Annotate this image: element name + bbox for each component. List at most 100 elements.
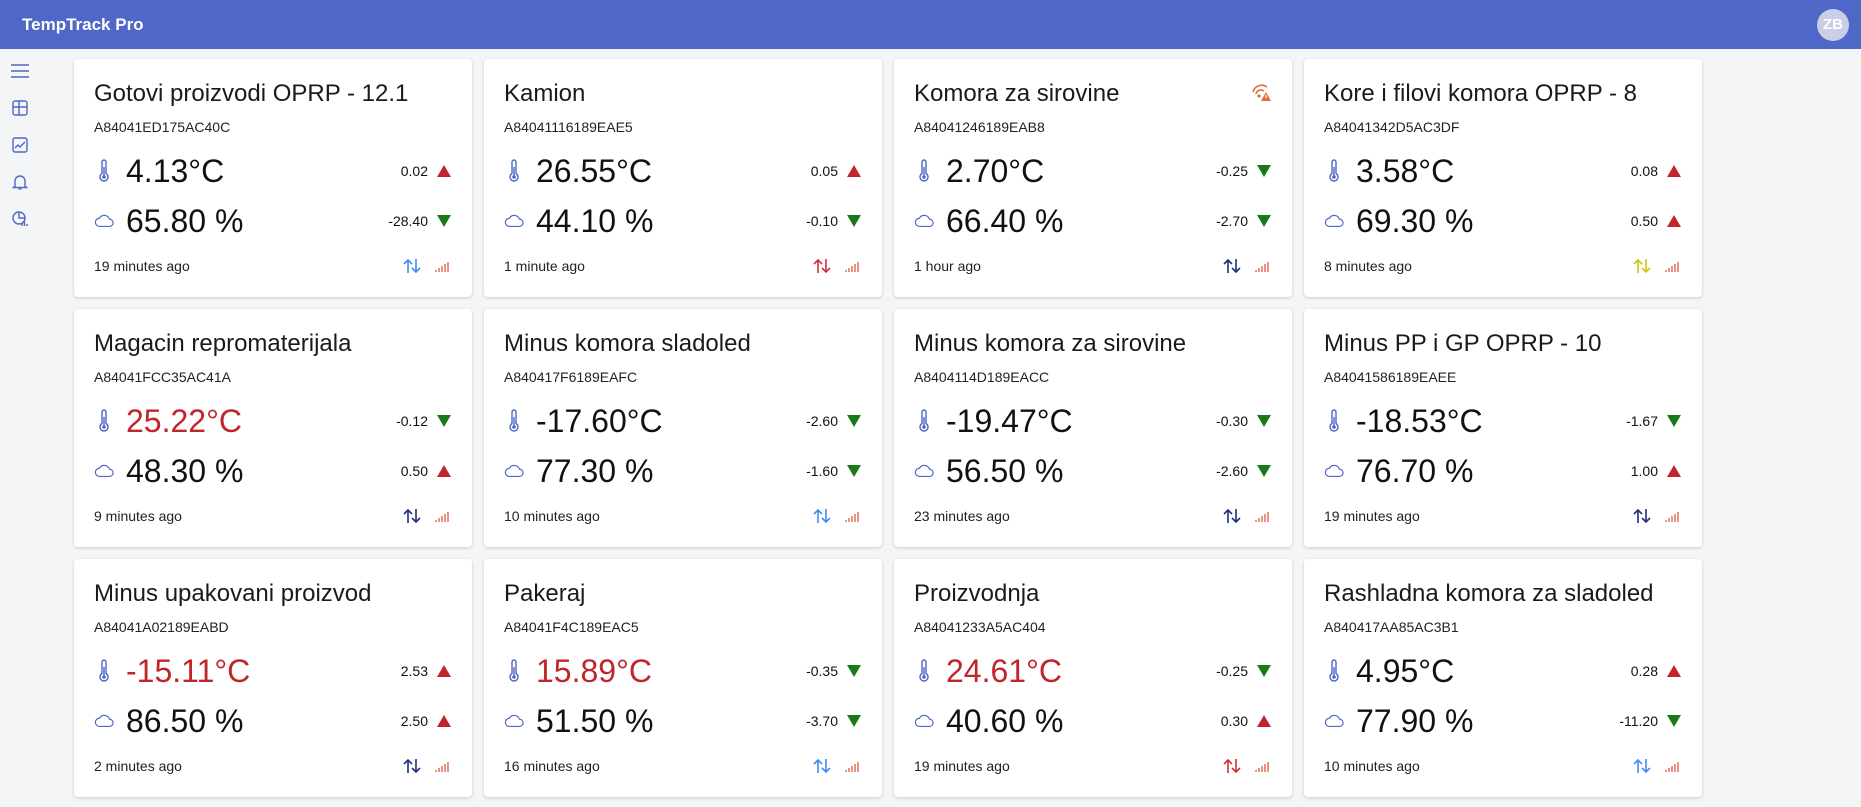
sensor-id: A84041116189EAE5: [504, 119, 633, 135]
humidity-trend-icon: [437, 715, 451, 727]
sensor-card[interactable]: Proizvodnja A84041233A5AC404 24.61°C -0.…: [894, 559, 1292, 797]
humidity-trend-icon: [1667, 715, 1681, 727]
sensor-card[interactable]: Gotovi proizvodi OPRP - 12.1 A84041ED175…: [74, 59, 472, 297]
thermometer-icon: [1324, 409, 1344, 433]
bell-icon[interactable]: [8, 170, 32, 194]
card-footer: 19 minutes ago: [94, 257, 452, 275]
temperature-value: 26.55°C: [536, 153, 652, 189]
card-footer: 23 minutes ago: [914, 507, 1272, 525]
temperature-value: -18.53°C: [1356, 403, 1483, 439]
temperature-delta: -2.60: [806, 413, 838, 429]
temperature-trend-icon: [1667, 165, 1681, 177]
humidity-value: 86.50 %: [126, 703, 244, 739]
sensor-id: A84041FCC35AC41A: [94, 369, 231, 385]
sensor-id: A84041586189EAEE: [1324, 369, 1457, 385]
card-footer: 8 minutes ago: [1324, 257, 1682, 275]
sync-arrows-icon[interactable]: [1632, 257, 1652, 275]
cloud-icon: [504, 213, 524, 229]
sensor-card[interactable]: Minus komora sladoled A840417F6189EAFC -…: [484, 309, 882, 547]
signal-bars-icon[interactable]: [1662, 507, 1682, 525]
cloud-icon: [94, 463, 114, 479]
humidity-row: 40.60 % 0.30: [914, 703, 1272, 739]
signal-bars-icon[interactable]: [842, 257, 862, 275]
humidity-value: 40.60 %: [946, 703, 1064, 739]
thermometer-icon: [914, 159, 934, 183]
signal-bars-icon[interactable]: [432, 757, 452, 775]
sensor-card[interactable]: Minus upakovani proizvod A84041A02189EAB…: [74, 559, 472, 797]
temperature-value: 25.22°C: [126, 403, 242, 439]
sensor-card[interactable]: Komora za sirovine A84041246189EAB8 2.70…: [894, 59, 1292, 297]
menu-icon[interactable]: [8, 59, 32, 83]
last-updated: 23 minutes ago: [914, 508, 1010, 524]
sync-arrows-icon[interactable]: [1222, 257, 1242, 275]
sync-arrows-icon[interactable]: [812, 757, 832, 775]
humidity-value: 44.10 %: [536, 203, 654, 239]
temperature-row: -15.11°C 2.53: [94, 653, 452, 689]
signal-bars-icon[interactable]: [842, 507, 862, 525]
chart-check-icon[interactable]: [8, 133, 32, 157]
cloud-icon: [1324, 463, 1344, 479]
sync-arrows-icon[interactable]: [1222, 507, 1242, 525]
cloud-icon: [94, 713, 114, 729]
thermometer-icon: [504, 659, 524, 683]
sensor-card[interactable]: Pakeraj A84041F4C189EAC5 15.89°C -0.35 5…: [484, 559, 882, 797]
user-avatar[interactable]: ZB: [1817, 8, 1849, 41]
sensor-name: Kamion: [504, 80, 586, 107]
temperature-value: -17.60°C: [536, 403, 663, 439]
humidity-value: 48.30 %: [126, 453, 244, 489]
signal-bars-icon[interactable]: [842, 757, 862, 775]
sensor-card[interactable]: Rashladna komora za sladoled A840417AA85…: [1304, 559, 1702, 797]
humidity-row: 77.30 % -1.60: [504, 453, 862, 489]
temperature-trend-icon: [437, 665, 451, 677]
humidity-trend-icon: [1257, 715, 1271, 727]
sensor-grid: Gotovi proizvodi OPRP - 12.1 A84041ED175…: [74, 59, 1702, 797]
sync-arrows-icon[interactable]: [1632, 757, 1652, 775]
card-footer: 2 minutes ago: [94, 757, 452, 775]
thermometer-icon: [1324, 659, 1344, 683]
temperature-delta: 0.08: [1630, 163, 1658, 179]
humidity-row: 77.90 % -11.20: [1324, 703, 1682, 739]
temperature-value: 2.70°C: [946, 153, 1045, 189]
signal-bars-icon[interactable]: [1662, 257, 1682, 275]
sensor-card[interactable]: Kamion A84041116189EAE5 26.55°C 0.05 44.…: [484, 59, 882, 297]
temperature-row: 4.13°C 0.02: [94, 153, 452, 189]
signal-bars-icon[interactable]: [1252, 757, 1272, 775]
sync-arrows-icon[interactable]: [812, 507, 832, 525]
humidity-delta: -3.70: [806, 713, 838, 729]
sync-arrows-icon[interactable]: [402, 507, 422, 525]
report-icon[interactable]: [8, 207, 32, 231]
humidity-row: 86.50 % 2.50: [94, 703, 452, 739]
temperature-trend-icon: [1667, 665, 1681, 677]
sensor-name: Kore i filovi komora OPRP - 8: [1324, 80, 1637, 107]
sensor-name: Minus upakovani proizvod: [94, 580, 372, 607]
signal-bars-icon[interactable]: [432, 257, 452, 275]
sync-arrows-icon[interactable]: [402, 757, 422, 775]
humidity-row: 44.10 % -0.10: [504, 203, 862, 239]
sensor-id: A84041ED175AC40C: [94, 119, 231, 135]
sensor-card[interactable]: Minus PP i GP OPRP - 10 A84041586189EAEE…: [1304, 309, 1702, 547]
card-footer: 19 minutes ago: [1324, 507, 1682, 525]
card-footer: 16 minutes ago: [504, 757, 862, 775]
last-updated: 19 minutes ago: [1324, 508, 1420, 524]
signal-bars-icon[interactable]: [1252, 507, 1272, 525]
temperature-delta: -0.30: [1216, 413, 1248, 429]
signal-bars-icon[interactable]: [1252, 257, 1272, 275]
sensor-card[interactable]: Minus komora za sirovine A8404114D189EAC…: [894, 309, 1292, 547]
sync-arrows-icon[interactable]: [1222, 757, 1242, 775]
dashboard-icon[interactable]: [8, 96, 32, 120]
card-footer: 1 hour ago: [914, 257, 1272, 275]
sensor-id: A84041A02189EABD: [94, 619, 229, 635]
temperature-value: 3.58°C: [1356, 153, 1455, 189]
sensor-card[interactable]: Magacin repromaterijala A84041FCC35AC41A…: [74, 309, 472, 547]
sensor-id: A84041342D5AC3DF: [1324, 119, 1460, 135]
signal-bars-icon[interactable]: [1662, 757, 1682, 775]
sensor-card[interactable]: Kore i filovi komora OPRP - 8 A84041342D…: [1304, 59, 1702, 297]
signal-warning-icon[interactable]: [1250, 83, 1272, 108]
signal-bars-icon[interactable]: [432, 507, 452, 525]
sync-arrows-icon[interactable]: [1632, 507, 1652, 525]
humidity-trend-icon: [847, 715, 861, 727]
humidity-delta: -2.60: [1216, 463, 1248, 479]
sidebar: [0, 49, 44, 807]
sync-arrows-icon[interactable]: [402, 257, 422, 275]
sync-arrows-icon[interactable]: [812, 257, 832, 275]
